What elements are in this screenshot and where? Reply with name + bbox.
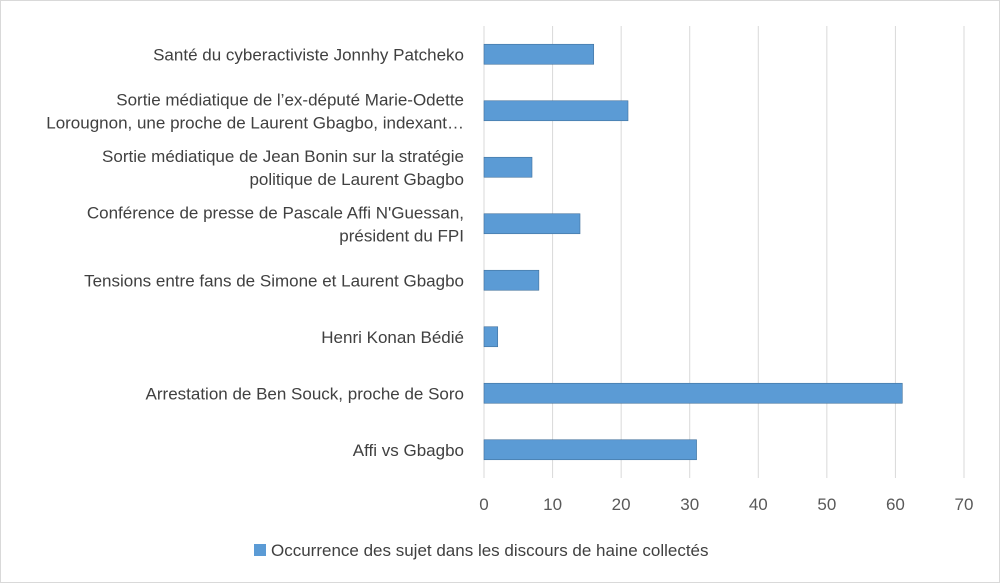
category-label: Tensions entre fans de Simone et Laurent… (84, 271, 464, 290)
legend: Occurrence des sujet dans les discours d… (254, 541, 709, 560)
legend-label: Occurrence des sujet dans les discours d… (271, 541, 709, 560)
x-tick-label: 30 (680, 495, 699, 514)
bars (483, 43, 903, 461)
bar (483, 439, 697, 461)
bar (483, 213, 581, 235)
x-tick-label: 40 (749, 495, 768, 514)
category-label: Sortie médiatique de Jean Bonin sur la s… (102, 147, 464, 166)
category-label: Arrestation de Ben Souck, proche de Soro (146, 384, 464, 403)
category-label: Henri Konan Bédié (321, 328, 464, 347)
bar (483, 156, 533, 178)
x-tick-label: 50 (817, 495, 836, 514)
bar (483, 269, 540, 291)
x-tick-label: 70 (955, 495, 974, 514)
category-label: politique de Laurent Gbagbo (249, 170, 464, 189)
legend-swatch (254, 544, 266, 556)
category-label: Santé du cyberactiviste Jonnhy Patcheko (153, 45, 464, 64)
category-label: Affi vs Gbagbo (353, 441, 464, 460)
x-tick-label: 0 (479, 495, 488, 514)
category-label: Conférence de presse de Pascale Affi N'G… (87, 203, 464, 222)
category-label: Lorougnon, une proche de Laurent Gbagbo,… (46, 113, 464, 132)
x-tick-label: 10 (543, 495, 562, 514)
bar (483, 43, 595, 65)
bar (483, 100, 629, 122)
bar (483, 382, 903, 404)
x-tick-label: 20 (612, 495, 631, 514)
category-labels: Santé du cyberactiviste Jonnhy Patcheko S… (46, 45, 464, 460)
category-label: Sortie médiatique de l’ex-député Marie-O… (116, 90, 464, 109)
x-tick-labels: 0 10 20 30 40 50 60 70 (479, 495, 973, 514)
x-tick-label: 60 (886, 495, 905, 514)
bar (483, 326, 499, 348)
category-label: président du FPI (339, 226, 464, 245)
gridlines (483, 26, 965, 478)
